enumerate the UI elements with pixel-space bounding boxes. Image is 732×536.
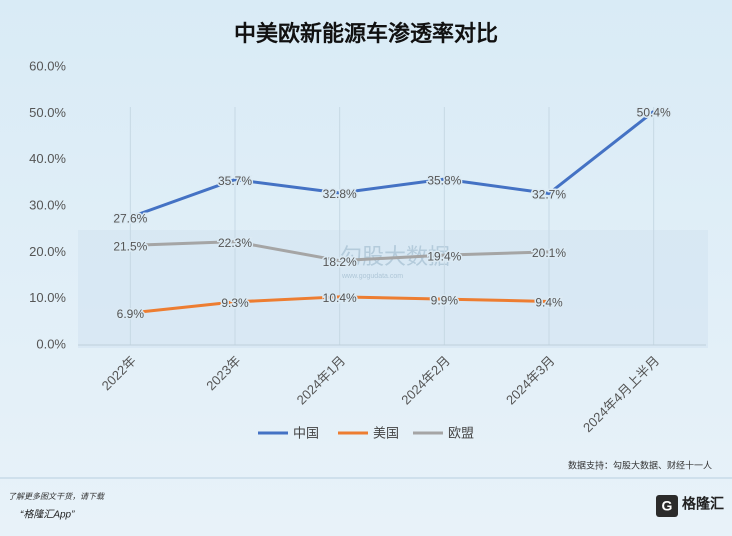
chart-title: 中美欧新能源车渗透率对比 bbox=[234, 21, 498, 46]
data-label: 21.5% bbox=[113, 240, 147, 254]
logo-glyph: G bbox=[662, 498, 673, 514]
series-line bbox=[129, 110, 655, 219]
watermark-url: www.gogudata.com bbox=[341, 273, 403, 280]
data-label: 6.9% bbox=[117, 307, 145, 321]
logo-icon bbox=[656, 495, 678, 517]
data-label: 20.1% bbox=[532, 246, 566, 260]
legend-label: 欧盟 bbox=[448, 425, 474, 440]
data-label: 32.8% bbox=[323, 187, 357, 201]
series-line bbox=[130, 295, 550, 315]
data-label: 9.9% bbox=[431, 293, 459, 307]
data-label: 27.6% bbox=[113, 211, 147, 225]
plot-shade bbox=[78, 230, 708, 348]
data-label: 32.7% bbox=[532, 188, 566, 202]
footer-note: 了解更多图文干货，请下载 bbox=[8, 492, 105, 501]
logo-text: 格隆汇 bbox=[682, 496, 724, 512]
data-label: 18.2% bbox=[323, 255, 357, 269]
data-label: 10.4% bbox=[323, 291, 357, 305]
series-line bbox=[130, 240, 550, 263]
legend-label: 中国 bbox=[293, 425, 319, 440]
y-tick-label: 20.0% bbox=[29, 244, 66, 259]
data-label: 35.7% bbox=[218, 174, 252, 188]
y-tick-label: 60.0% bbox=[29, 58, 66, 73]
data-label: 9.4% bbox=[535, 296, 563, 310]
data-label: 35.8% bbox=[427, 173, 461, 187]
y-tick-label: 30.0% bbox=[29, 197, 66, 212]
legend-label: 美国 bbox=[373, 425, 399, 440]
y-tick-label: 10.0% bbox=[29, 290, 66, 305]
source-note: 数据支持：勾股大数据、财经十一人 bbox=[568, 459, 712, 470]
data-label: 22.3% bbox=[218, 236, 252, 250]
data-label: 19.4% bbox=[427, 249, 461, 263]
y-tick-label: 50.0% bbox=[29, 105, 66, 120]
y-tick-label: 0.0% bbox=[36, 336, 66, 351]
data-label: 9.3% bbox=[221, 296, 249, 310]
footer-app: “格隆汇App” bbox=[20, 509, 75, 521]
y-tick-label: 40.0% bbox=[29, 151, 66, 166]
data-label: 50.4% bbox=[637, 106, 671, 120]
